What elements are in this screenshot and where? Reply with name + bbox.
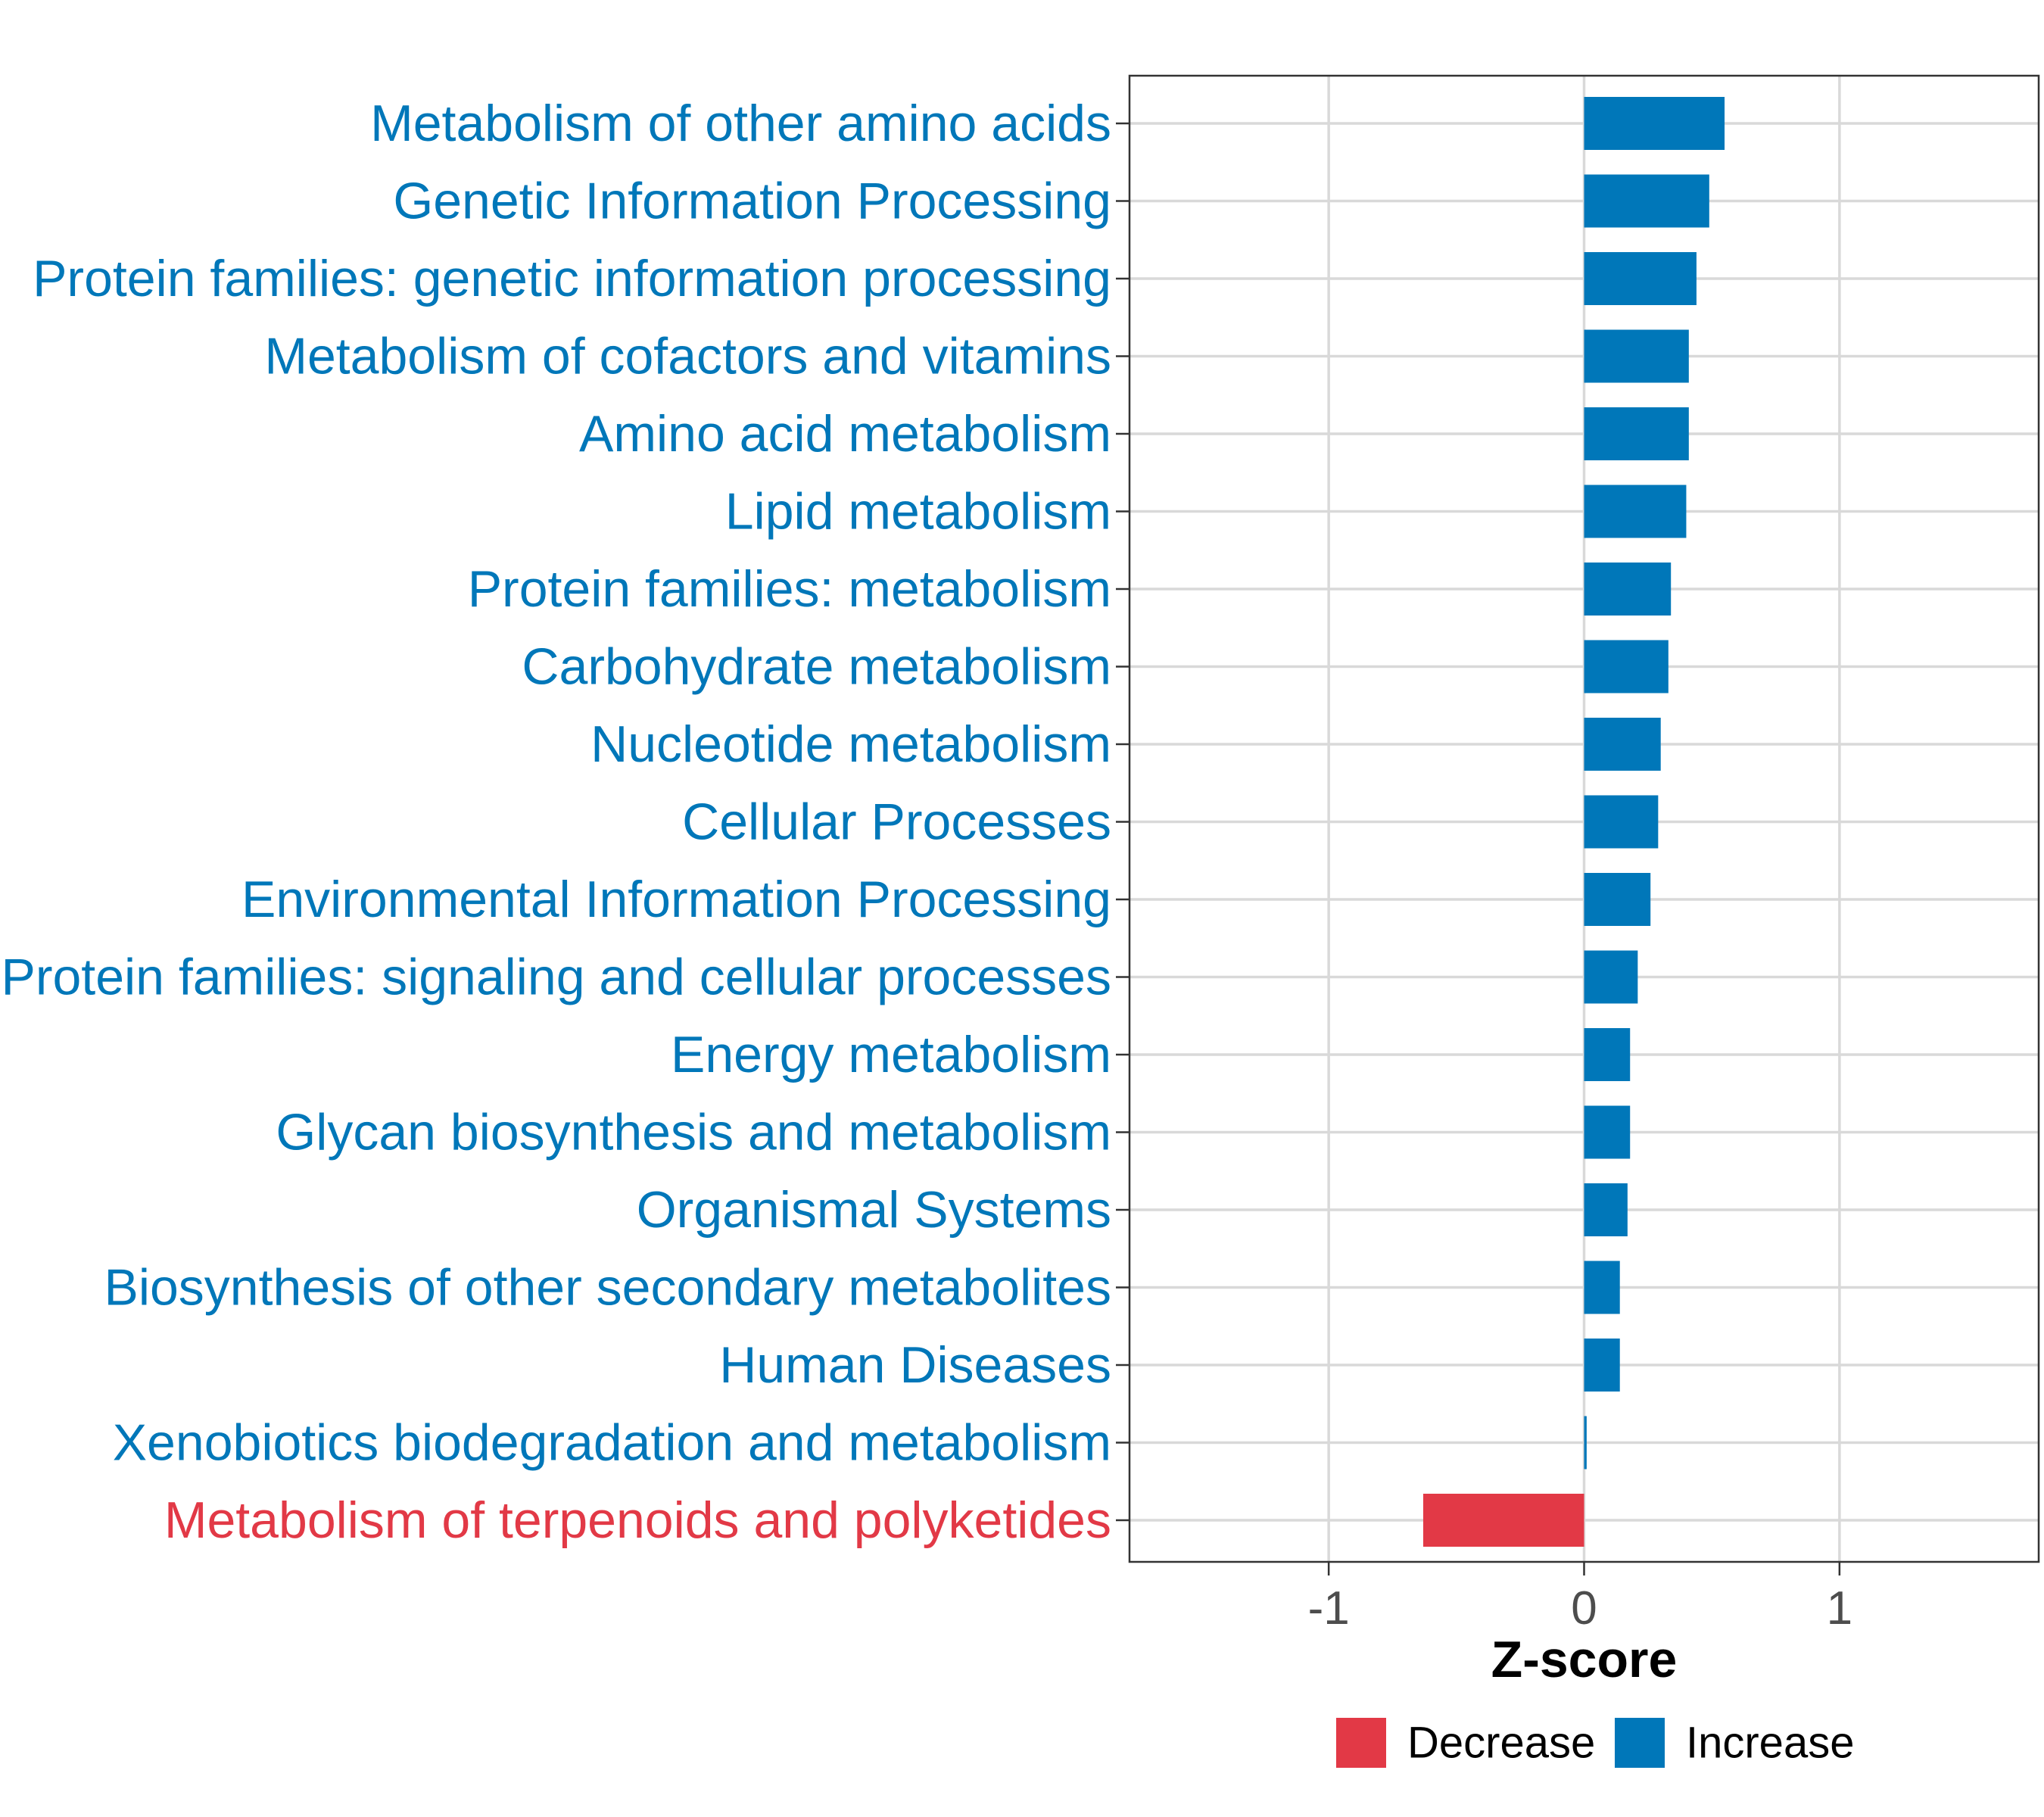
x-axis-ticks: -1 0 1: [1308, 1562, 1852, 1635]
y-category-label: Human Diseases: [719, 1336, 1111, 1394]
bar: [1584, 407, 1689, 460]
y-category-label: Carbohydrate metabolism: [522, 638, 1111, 696]
legend: Decrease Increase: [1336, 1718, 1854, 1768]
x-tick-label: 1: [1827, 1582, 1852, 1635]
y-category-label: Nucleotide metabolism: [590, 715, 1111, 773]
bar: [1584, 1105, 1631, 1159]
bar: [1584, 640, 1669, 693]
bar: [1584, 563, 1672, 616]
legend-label: Decrease: [1407, 1719, 1595, 1768]
y-category-label: Metabolism of other amino acids: [370, 95, 1111, 152]
y-category-label: Amino acid metabolism: [579, 405, 1111, 463]
bar: [1584, 718, 1661, 771]
x-tick-label: 0: [1571, 1582, 1597, 1635]
y-category-label: Environmental Information Processing: [241, 871, 1111, 928]
y-category-label: Energy metabolism: [671, 1026, 1111, 1083]
y-axis-ticks: [1116, 122, 1129, 1522]
y-category-label: Lipid metabolism: [725, 483, 1111, 541]
bar: [1584, 1339, 1620, 1392]
bar: [1584, 252, 1697, 305]
y-category-label: Metabolism of terpenoids and polyketides: [164, 1491, 1111, 1549]
y-category-label: Protein families: metabolism: [468, 560, 1111, 618]
bars: [1422, 97, 1725, 1547]
bar: [1584, 873, 1651, 926]
x-tick-label: -1: [1308, 1582, 1350, 1635]
y-category-label: Cellular Processes: [682, 793, 1111, 851]
bar: [1584, 795, 1659, 849]
y-category-label: Xenobiotics biodegradation and metabolis…: [113, 1414, 1111, 1472]
bar: [1584, 329, 1689, 383]
bar: [1584, 1183, 1628, 1236]
legend-swatch: [1615, 1718, 1665, 1768]
y-category-label: Protein families: genetic information pr…: [33, 250, 1111, 307]
bar: [1584, 1416, 1587, 1469]
y-category-label: Metabolism of cofactors and vitamins: [264, 328, 1111, 385]
bar: [1584, 1261, 1620, 1314]
legend-swatch: [1336, 1718, 1386, 1768]
bar: [1584, 97, 1725, 150]
y-category-label: Organismal Systems: [637, 1181, 1111, 1239]
y-category-label: Genetic Information Processing: [393, 173, 1111, 230]
legend-label: Increase: [1686, 1719, 1854, 1768]
bar: [1584, 950, 1638, 1004]
bar: [1584, 485, 1687, 538]
y-category-label: Glycan biosynthesis and metabolism: [276, 1104, 1111, 1161]
y-axis-category-labels: Metabolism of other amino acids Genetic I…: [1, 95, 1111, 1549]
y-category-label: Protein families: signaling and cellular…: [1, 949, 1111, 1006]
bar: [1584, 174, 1709, 228]
x-axis-title: Z-score: [1491, 1631, 1678, 1688]
bar: [1422, 1494, 1584, 1547]
y-category-label: Biosynthesis of other secondary metaboli…: [104, 1259, 1111, 1317]
bar: [1584, 1028, 1631, 1081]
